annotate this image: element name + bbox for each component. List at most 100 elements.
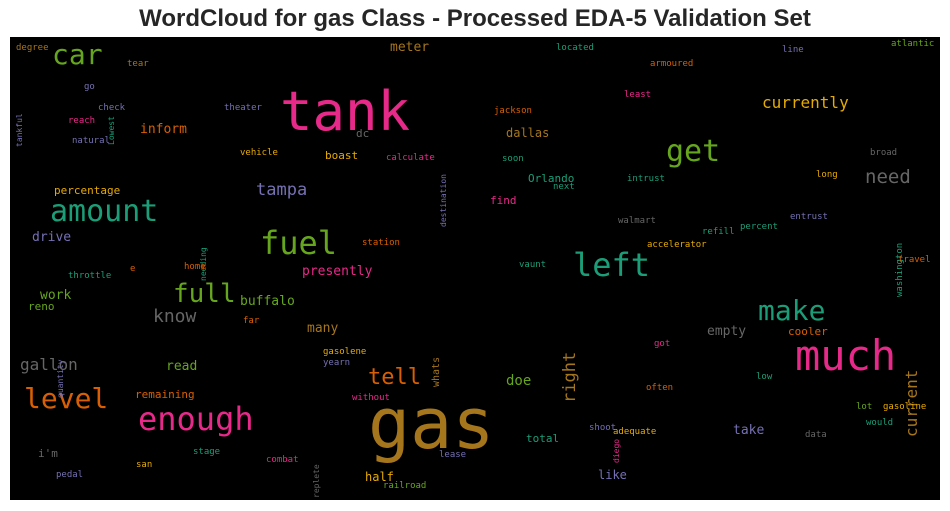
word-combat: combat bbox=[266, 455, 299, 465]
word-atlantic: atlantic bbox=[891, 39, 935, 49]
word-vaunt: vaunt bbox=[519, 260, 547, 270]
word-throttle: throttle bbox=[68, 271, 112, 281]
word-pedal: pedal bbox=[56, 470, 84, 480]
word-far: far bbox=[243, 316, 260, 326]
word-often: often bbox=[646, 383, 674, 393]
word-tear: tear bbox=[127, 59, 149, 69]
word-e: e bbox=[130, 264, 136, 274]
word-presently: presently bbox=[302, 264, 373, 279]
word-doe: doe bbox=[506, 373, 532, 389]
figure-title: WordCloud for gas Class - Processed EDA-… bbox=[139, 5, 811, 32]
word-long: long bbox=[816, 170, 838, 180]
word-without: without bbox=[352, 393, 390, 403]
word-quantity: quantity bbox=[56, 359, 65, 398]
word-empty: empty bbox=[707, 324, 747, 339]
word-railroad: railroad bbox=[383, 481, 427, 491]
word-drive: drive bbox=[32, 230, 72, 245]
word-amount: amount bbox=[50, 194, 159, 229]
word-refill: refill bbox=[702, 227, 735, 237]
word-located: located bbox=[556, 43, 594, 53]
word-gallon: gallon bbox=[20, 355, 78, 374]
word-percent: percent bbox=[740, 222, 778, 232]
word-total: total bbox=[526, 432, 560, 445]
word-reno: reno bbox=[28, 300, 55, 313]
word-cooler: cooler bbox=[788, 325, 828, 338]
word-tampa: tampa bbox=[256, 180, 308, 200]
word-gas: gas bbox=[368, 383, 495, 465]
word-diego: diego bbox=[612, 438, 621, 463]
word-degree: degree bbox=[16, 43, 49, 53]
word-yearn: yearn bbox=[323, 358, 351, 368]
word-theater: theater bbox=[224, 103, 262, 113]
word-stage: stage bbox=[193, 447, 221, 457]
word-would: would bbox=[866, 418, 894, 428]
word-natural: natural bbox=[72, 136, 110, 146]
word-home: home bbox=[184, 262, 206, 272]
word-least: least bbox=[624, 90, 652, 100]
word-full: full bbox=[173, 279, 236, 309]
word-left: left bbox=[573, 246, 651, 284]
word-whats: whats bbox=[431, 356, 442, 387]
word-armoured: armoured bbox=[650, 59, 694, 69]
word-destination: destination bbox=[439, 174, 448, 227]
word-got: got bbox=[654, 339, 671, 349]
word-go: go bbox=[84, 82, 95, 92]
word-fuel: fuel bbox=[260, 224, 338, 262]
word-shoot: shoot bbox=[589, 423, 617, 433]
word-orlando: Orlando bbox=[528, 172, 575, 185]
word-make: make bbox=[758, 294, 826, 327]
word-boast: boast bbox=[325, 149, 359, 162]
word-soon: soon bbox=[502, 154, 524, 164]
word-right: right bbox=[560, 351, 580, 403]
word-meter: meter bbox=[390, 40, 430, 55]
word-i-m: i'm bbox=[38, 447, 58, 460]
word-walmart: walmart bbox=[618, 216, 656, 226]
word-jackson: jackson bbox=[494, 106, 532, 116]
word-percentage: percentage bbox=[54, 184, 121, 197]
word-dallas: dallas bbox=[506, 126, 550, 140]
word-enough: enough bbox=[138, 400, 254, 438]
word-half: half bbox=[365, 470, 394, 484]
word-dc: dc bbox=[356, 127, 370, 140]
word-lease: lease bbox=[439, 450, 467, 460]
word-need: need bbox=[865, 166, 911, 188]
word-line: line bbox=[782, 45, 804, 55]
word-station: station bbox=[362, 238, 400, 248]
word-level: level bbox=[24, 382, 109, 415]
word-travel: travel bbox=[898, 255, 931, 265]
word-many: many bbox=[307, 321, 339, 336]
word-much: much bbox=[795, 331, 897, 380]
word-adequate: adequate bbox=[613, 427, 657, 437]
word-broad: broad bbox=[870, 148, 898, 158]
word-car: car bbox=[52, 38, 103, 71]
word-accelerator: accelerator bbox=[647, 240, 707, 250]
word-entrust: entrust bbox=[790, 212, 828, 222]
word-washington: washington bbox=[895, 242, 905, 297]
word-like: like bbox=[598, 468, 627, 482]
word-replete: replete bbox=[312, 464, 321, 498]
word-next: next bbox=[553, 182, 575, 192]
word-intrust: intrust bbox=[627, 174, 665, 184]
word-data: data bbox=[805, 430, 827, 440]
word-inform: inform bbox=[140, 122, 187, 137]
word-find: find bbox=[490, 194, 517, 207]
word-read: read bbox=[166, 359, 198, 374]
word-tell: tell bbox=[368, 365, 421, 390]
word-check: check bbox=[98, 103, 126, 113]
word-reach: reach bbox=[68, 116, 96, 126]
word-tank: tank bbox=[280, 80, 411, 143]
word-know: know bbox=[153, 306, 197, 327]
word-gasoline: gasoline bbox=[883, 402, 927, 412]
word-get: get bbox=[666, 134, 721, 169]
word-gasolene: gasolene bbox=[323, 347, 367, 357]
word-remaining: remaining bbox=[135, 388, 195, 401]
word-lot: lot bbox=[856, 402, 873, 412]
word-calculate: calculate bbox=[386, 153, 435, 163]
word-low: low bbox=[756, 372, 773, 382]
word-tankful: tankful bbox=[15, 113, 24, 147]
word-work: work bbox=[40, 288, 72, 303]
word-currently: currently bbox=[762, 93, 849, 112]
word-buffalo: buffalo bbox=[240, 294, 295, 309]
word-san: san bbox=[136, 460, 153, 470]
word-cloud: tank gas much fuel left enough amount level car g… bbox=[10, 37, 940, 500]
